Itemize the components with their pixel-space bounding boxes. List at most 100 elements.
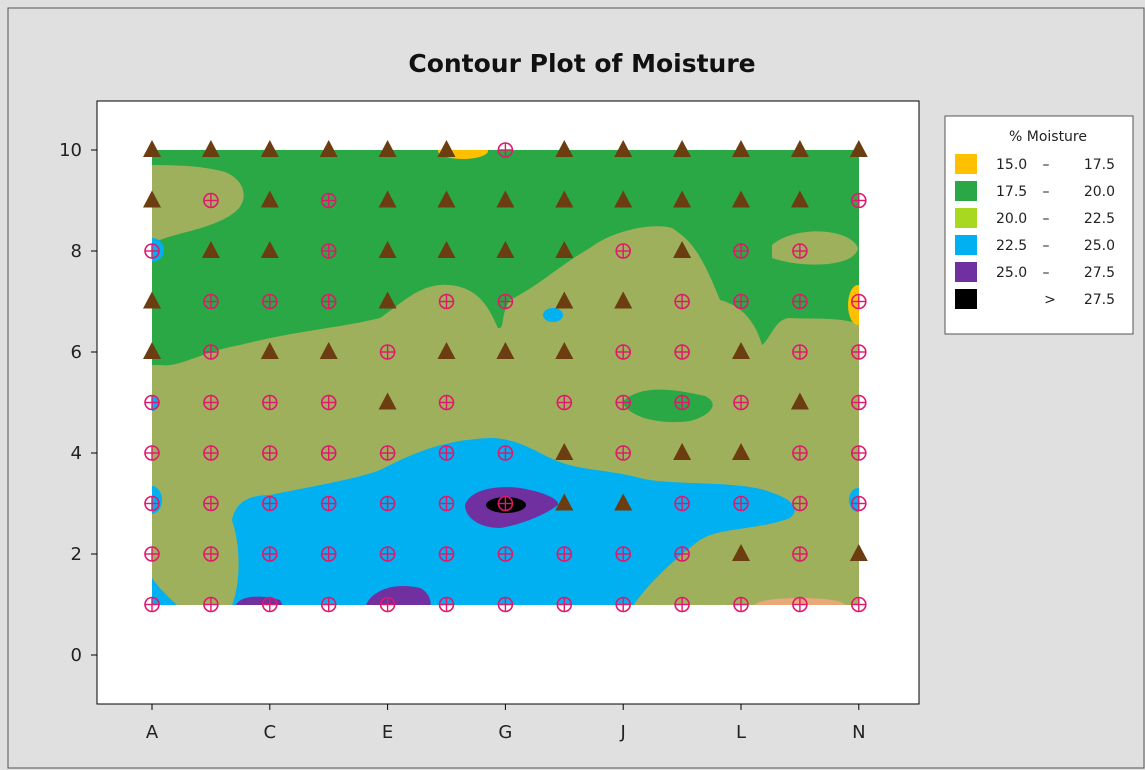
x-tick-label: E [382, 722, 393, 743]
x-tick-label: A [146, 722, 159, 743]
circle-plus-marker [261, 546, 278, 562]
circle-plus-marker [438, 495, 455, 512]
legend-sep: – [1043, 211, 1050, 227]
triangle-marker [378, 190, 397, 208]
circle-plus-marker [792, 596, 808, 613]
circle-plus-marker [320, 243, 337, 259]
x-tick-label: G [498, 722, 512, 743]
circle-plus-marker [144, 546, 160, 562]
y-tick-label: 6 [71, 342, 82, 363]
circle-plus-marker [674, 293, 690, 310]
legend-low: 17.5 [996, 184, 1027, 200]
legend-high: 27.5 [1084, 265, 1115, 281]
circle-plus-marker [850, 192, 867, 209]
legend-title: % Moisture [1009, 129, 1087, 145]
legend-sep: – [1043, 157, 1050, 173]
circle-plus-marker [320, 596, 337, 613]
triangle-marker [143, 190, 161, 208]
triangle-marker [555, 443, 574, 460]
y-axis: 0 2 4 6 8 10 [59, 140, 97, 666]
circle-plus-marker [615, 596, 632, 613]
legend-entry: 25.0– 27.5 [955, 262, 1115, 282]
y-tick-label: 2 [71, 544, 82, 565]
circle-plus-marker [497, 495, 514, 512]
x-tick-label: C [264, 722, 277, 743]
triangle-marker [673, 190, 692, 208]
circle-plus-marker [379, 546, 396, 562]
legend-high: 22.5 [1084, 211, 1115, 227]
legend-sep: > [1044, 292, 1056, 308]
triangle-marker [378, 291, 397, 309]
marker-layer [143, 140, 868, 613]
circle-plus-marker [144, 243, 160, 259]
circle-plus-marker [261, 495, 278, 512]
circle-plus-marker [733, 596, 749, 613]
y-tick-label: 4 [71, 443, 82, 464]
triangle-marker [496, 241, 515, 258]
triangle-marker [673, 241, 692, 258]
triangle-marker [790, 392, 809, 410]
circle-plus-marker [615, 243, 632, 259]
circle-plus-marker [497, 596, 514, 613]
triangle-marker [673, 140, 692, 157]
legend-sep: – [1043, 184, 1050, 200]
triangle-marker [614, 291, 633, 309]
legend-entry: 15.0– 17.5 [955, 154, 1115, 174]
y-tick-label: 0 [71, 645, 82, 666]
circle-plus-marker [497, 546, 514, 562]
legend-high: 27.5 [1084, 292, 1115, 308]
circle-plus-marker [497, 445, 514, 461]
circle-plus-marker [615, 546, 632, 562]
triangle-marker [378, 140, 397, 157]
triangle-marker [143, 342, 161, 359]
contour-regions [152, 150, 859, 605]
circle-plus-marker [674, 546, 690, 562]
circle-plus-marker [438, 293, 455, 310]
circle-plus-marker [850, 596, 867, 613]
triangle-marker [732, 544, 750, 561]
legend-entry: >27.5 [955, 289, 1115, 309]
x-tick-label: J [620, 722, 626, 743]
legend-swatch [955, 154, 977, 174]
triangle-marker [437, 140, 456, 157]
circle-plus-marker [615, 445, 632, 461]
triangle-marker [614, 493, 633, 511]
legend-entry: 22.5– 25.0 [955, 235, 1115, 255]
circle-plus-marker [850, 293, 867, 310]
contour-blue-pocket-3 [152, 486, 162, 514]
legend-low: 15.0 [996, 157, 1027, 173]
triangle-marker [260, 190, 279, 208]
circle-plus-marker [674, 495, 690, 512]
triangle-marker [555, 291, 574, 309]
circle-plus-marker [203, 344, 219, 360]
circle-plus-marker [674, 596, 690, 613]
circle-plus-marker [850, 445, 867, 461]
triangle-marker [319, 140, 338, 157]
circle-plus-marker [144, 596, 160, 613]
circle-plus-marker [320, 546, 337, 562]
triangle-marker [555, 140, 574, 157]
circle-plus-marker [203, 596, 219, 613]
circle-plus-marker [320, 293, 337, 310]
legend-high: 17.5 [1084, 157, 1115, 173]
legend-swatch [955, 235, 977, 255]
legend-entry: 17.5– 20.0 [955, 181, 1115, 201]
circle-plus-marker [203, 546, 219, 562]
legend-swatch [955, 262, 977, 282]
circle-plus-marker [379, 445, 396, 461]
circle-plus-marker [792, 445, 808, 461]
triangle-marker [790, 190, 809, 208]
contour-blue-lower [152, 438, 795, 605]
circle-plus-marker [792, 546, 808, 562]
chart-title: Contour Plot of Moisture [408, 49, 755, 78]
circle-plus-marker [261, 445, 278, 461]
circle-plus-marker [203, 445, 219, 461]
triangle-marker [614, 190, 633, 208]
y-tick-label: 8 [71, 241, 82, 262]
circle-plus-marker [379, 495, 396, 512]
circle-plus-marker [850, 344, 867, 360]
contour-olive-right [772, 231, 858, 265]
contour-olive-topleft [152, 165, 244, 240]
circle-plus-marker [438, 546, 455, 562]
